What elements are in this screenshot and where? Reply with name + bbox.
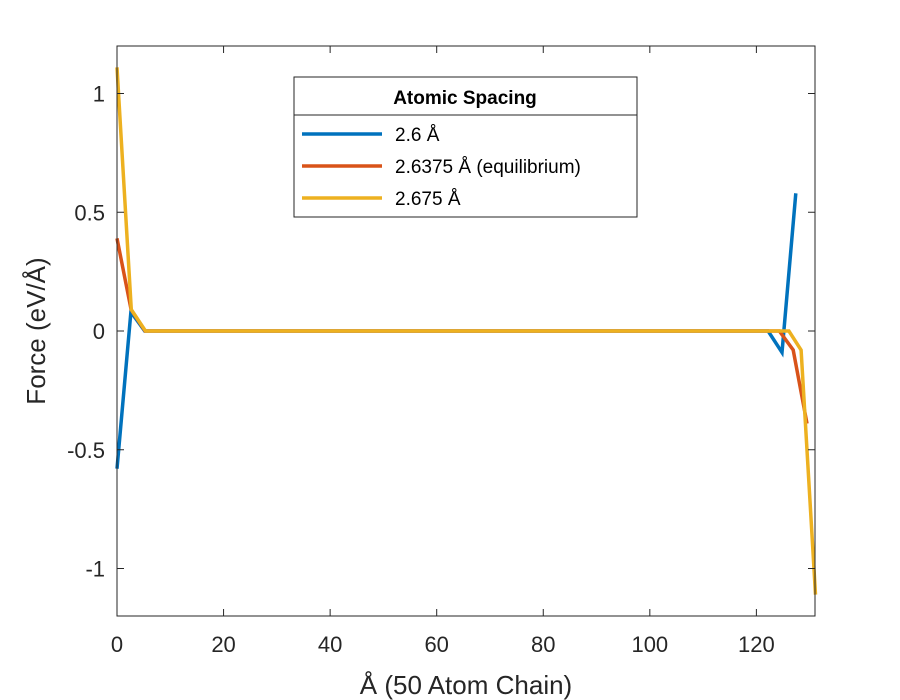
y-tick-label: 0 xyxy=(93,319,105,344)
y-tick-label: -0.5 xyxy=(67,438,105,463)
y-axis-label: Force (eV/Å) xyxy=(21,257,51,404)
x-tick-label: 60 xyxy=(424,632,448,657)
series-layer xyxy=(115,67,818,595)
legend-label-3: 2.675 Å xyxy=(395,189,461,210)
x-tick-label: 0 xyxy=(111,632,123,657)
legend-label-2: 2.6375 Å (equilibrium) xyxy=(395,157,581,178)
y-tick-label: 1 xyxy=(93,82,105,107)
y-tick-label: -1 xyxy=(85,557,105,582)
x-tick-label: 80 xyxy=(531,632,555,657)
x-axis-label: Å (50 Atom Chain) xyxy=(360,670,572,700)
y-tick-label: 0.5 xyxy=(74,200,105,225)
ticks-layer: 0 20 40 60 80 100 120 1 0.5 0 -0.5 -1 xyxy=(67,46,815,657)
legend-label-1: 2.6 Å xyxy=(395,125,440,146)
x-tick-label: 100 xyxy=(631,632,668,657)
legend: Atomic Spacing 2.6 Å 2.6375 Å (equilibriu… xyxy=(293,76,638,218)
x-tick-label: 40 xyxy=(318,632,342,657)
x-tick-label: 20 xyxy=(211,632,235,657)
x-tick-label: 120 xyxy=(738,632,775,657)
series-line-3 xyxy=(115,67,818,595)
legend-title: Atomic Spacing xyxy=(393,88,537,109)
legend-box xyxy=(293,76,638,218)
legend-entries: 2.6 Å 2.6375 Å (equilibrium) 2.675 Å xyxy=(302,125,581,210)
